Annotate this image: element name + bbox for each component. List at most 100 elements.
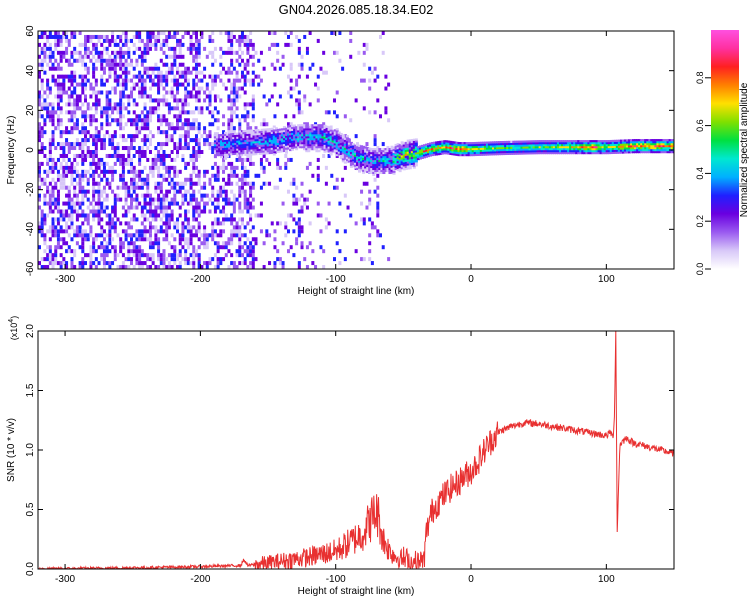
spectrogram-cell [216,110,220,115]
spectrogram-cell [264,152,268,155]
spectrogram-cell [46,110,50,115]
spectrogram-cell [111,209,115,214]
spectrogram-cell [376,146,380,149]
spectrogram-cell [157,193,161,198]
spectrogram-cell [398,161,402,165]
spectrogram-cell [243,173,247,178]
spectrogram-cell [111,165,115,170]
spectrogram-cell [370,167,374,171]
spectrogram-cell [262,153,266,158]
spectrogram-cell [378,163,382,167]
spectrogram-cell [208,261,212,266]
spectrogram-cell [386,167,390,171]
spectrogram-cell [485,143,489,146]
spectrogram-cell [532,146,536,149]
spectrogram-cell [108,249,112,254]
spectrogram-cell [327,146,331,149]
spectrogram-cell [282,137,286,141]
spectrogram-cell [396,145,400,148]
spectrogram-cell [289,66,293,71]
spectrogram-cell [100,241,104,246]
spectrogram-cell [157,265,161,269]
spectrogram-cell [48,146,52,151]
spectrogram-cell [143,213,147,218]
spectrogram-cell [292,177,296,182]
spectrogram-cell [170,106,174,111]
spectrogram-cell [159,205,163,210]
spectrogram-cell [420,152,424,155]
spectrogram-cell [268,145,272,149]
spectrogram-cell [273,31,277,35]
spectrogram-cell [197,122,201,127]
spectrogram-cell [108,261,112,266]
spectrogram-cell [165,134,169,139]
spectrogram-cell [412,158,416,161]
spectrogram-cell [331,140,335,143]
spectrogram-cell [127,169,131,174]
spectrogram-cell [251,205,255,210]
spectrogram-cell [127,253,131,258]
spectrogram-cell [251,237,255,242]
spectrogram-cell [181,245,185,250]
spectrogram-cell [78,50,82,55]
spectrogram-cell [70,201,74,206]
spectrogram-cell [222,177,226,182]
spectrogram-cell [89,257,93,262]
spectrogram-cell [170,177,174,182]
spectrogram-cell [295,78,299,83]
spectrogram-cell [632,145,636,148]
spectrogram-cell [246,253,250,258]
spectrogram-cell [232,261,236,266]
spectrogram-cell [232,209,236,214]
spectrogram-cell [246,151,250,154]
spectrogram-cell [360,78,364,83]
spectrogram-cell [132,98,136,103]
spectrogram-cell [200,197,204,202]
spectrogram-cell [278,134,282,137]
spectrogram-cell [224,149,228,152]
spectrogram-cell [38,169,41,174]
spectrogram-cell [181,106,185,111]
spectrogram-cell [197,189,201,194]
spectrogram-cell [48,114,52,119]
spectrogram-cell [127,50,131,55]
spectrogram-cell [111,62,115,67]
spectrogram-cell [192,118,196,123]
spectrogram-cell [219,233,223,238]
spectrogram-cell [319,140,323,143]
spectrogram-cell [396,152,400,156]
spectrogram-cell [151,110,155,115]
spectrogram-cell [97,173,101,178]
spectrogram-cell [238,140,242,143]
spectrogram-cell [341,140,345,143]
spectrogram-cell [406,149,410,152]
spectrogram-cell [573,144,577,147]
spectrogram-cell [46,54,50,59]
spectrogram-cell [254,131,258,134]
spectrogram-cell [97,217,101,222]
spectrogram-cell [89,209,93,214]
spectrogram-cell [38,34,41,39]
spectrogram-cell [325,149,329,152]
spectrogram-cell [170,54,174,59]
spectrogram-cell [81,86,85,91]
spectrogram-cell [102,134,106,139]
spectrogram-cell [208,34,212,39]
spectrogram-cell [540,148,544,151]
spectrogram-cell [251,265,255,269]
spectrogram-cell [162,98,166,103]
spectrogram-cell [297,233,301,238]
spectrogram-cell [111,173,115,178]
spectrogram-cell [176,201,180,206]
spectrogram-cell [146,42,150,47]
spectrogram-cell [266,146,270,149]
spectrogram-cell [89,118,93,123]
spectrogram-cell [186,217,190,222]
spectrogram-cell [510,142,514,145]
spectrogram-cell [219,98,223,103]
spectrogram-cell [143,58,147,63]
spectrogram-cell [176,257,180,262]
spectrogram-cell [305,165,309,170]
spectrogram-cell [347,150,351,153]
spectrogram-cell [81,153,85,158]
